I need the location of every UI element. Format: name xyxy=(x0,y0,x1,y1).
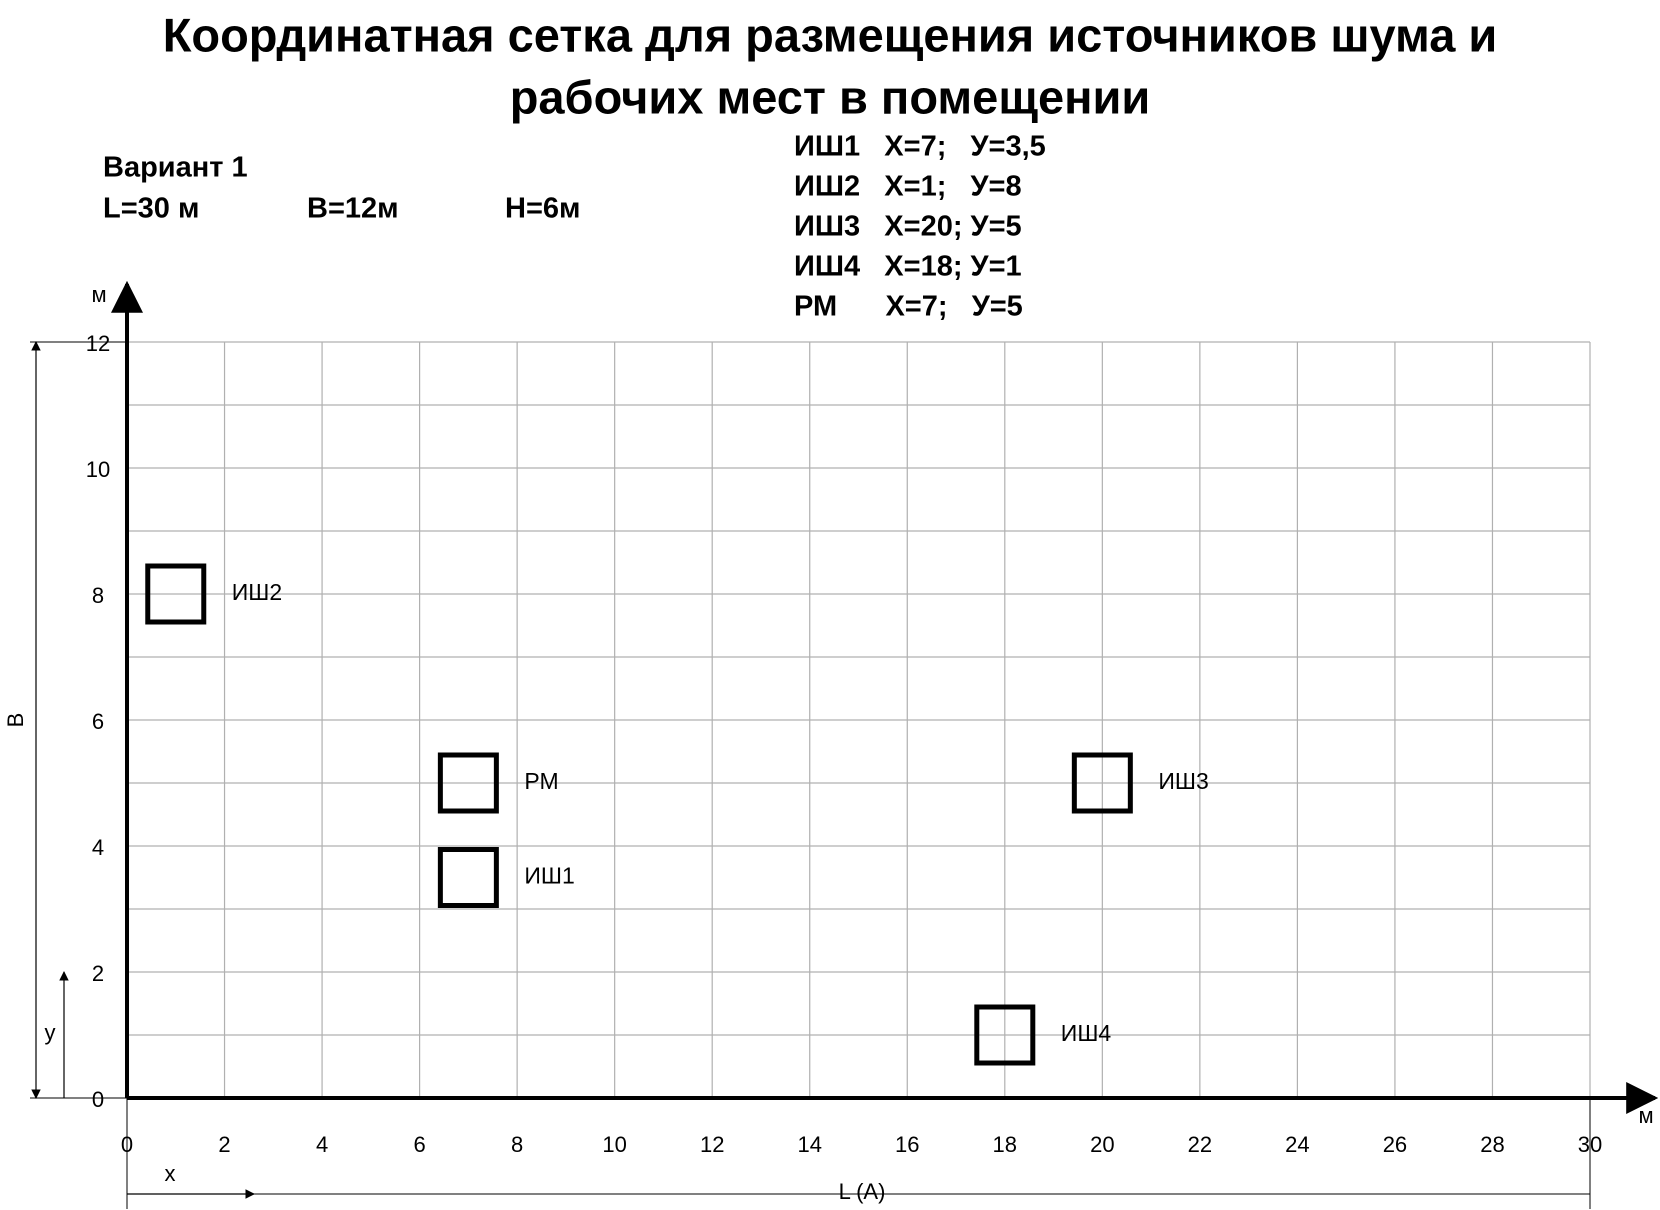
x-tick-label: 16 xyxy=(895,1132,919,1157)
point-marker xyxy=(145,563,207,625)
x-tick-label: 20 xyxy=(1090,1132,1114,1157)
x-arrow-label: x xyxy=(165,1161,176,1186)
x-tick-label: 10 xyxy=(602,1132,626,1157)
coordinate-entry: РМ X=7; У=5 xyxy=(794,291,1023,323)
point-marker xyxy=(1071,752,1133,814)
coordinate-entry: ИШ3 X=20; У=5 xyxy=(794,211,1022,243)
x-unit: м xyxy=(1638,1103,1653,1128)
x-tick-label: 28 xyxy=(1480,1132,1504,1157)
y-tick-label: 2 xyxy=(92,961,104,986)
point-label: ИШ4 xyxy=(1061,1020,1112,1046)
x-tick-label: 26 xyxy=(1383,1132,1407,1157)
coordinate-entry: ИШ1 X=7; У=3,5 xyxy=(794,131,1046,163)
x-tick-label: 14 xyxy=(797,1132,821,1157)
point-marker xyxy=(437,752,499,814)
point-label: РМ xyxy=(524,768,558,794)
x-tick-label: 22 xyxy=(1188,1132,1212,1157)
x-tick-label: 30 xyxy=(1578,1132,1602,1157)
x-tick-label: 8 xyxy=(511,1132,523,1157)
y-tick-label: 12 xyxy=(86,331,110,356)
y-tick-label: 0 xyxy=(92,1087,104,1112)
x-tick-label: 4 xyxy=(316,1132,328,1157)
x-tick-label: 24 xyxy=(1285,1132,1309,1157)
y-axis-label: B xyxy=(3,713,28,728)
point-label: ИШ2 xyxy=(232,579,282,605)
y-arrow-label: y xyxy=(45,1020,56,1045)
point-label: ИШ3 xyxy=(1158,768,1208,794)
chart-title: рабочих мест в помещении xyxy=(510,70,1151,123)
dimension: L=30 м xyxy=(103,193,199,225)
y-tick-label: 10 xyxy=(86,457,110,482)
x-tick-label: 18 xyxy=(993,1132,1017,1157)
variant: Вариант 1 xyxy=(103,152,248,184)
x-tick-label: 0 xyxy=(121,1132,133,1157)
y-unit: м xyxy=(91,282,106,307)
point-marker xyxy=(437,847,499,908)
y-tick-label: 4 xyxy=(92,835,104,860)
x-tick-label: 2 xyxy=(218,1132,230,1157)
x-tick-label: 12 xyxy=(700,1132,724,1157)
y-tick-label: 6 xyxy=(92,709,104,734)
chart-title: Координатная сетка для размещения источн… xyxy=(163,8,1498,61)
x-tick-label: 6 xyxy=(413,1132,425,1157)
dimension: H=6м xyxy=(505,193,580,225)
point-label: ИШ1 xyxy=(524,863,574,889)
y-tick-label: 8 xyxy=(92,583,104,608)
coordinate-entry: ИШ2 X=1; У=8 xyxy=(794,171,1022,203)
point-marker xyxy=(974,1004,1036,1066)
x-axis-label: L (A) xyxy=(839,1179,886,1204)
coordinate-entry: ИШ4 X=18; У=1 xyxy=(794,251,1022,283)
dimension: B=12м xyxy=(307,193,399,225)
